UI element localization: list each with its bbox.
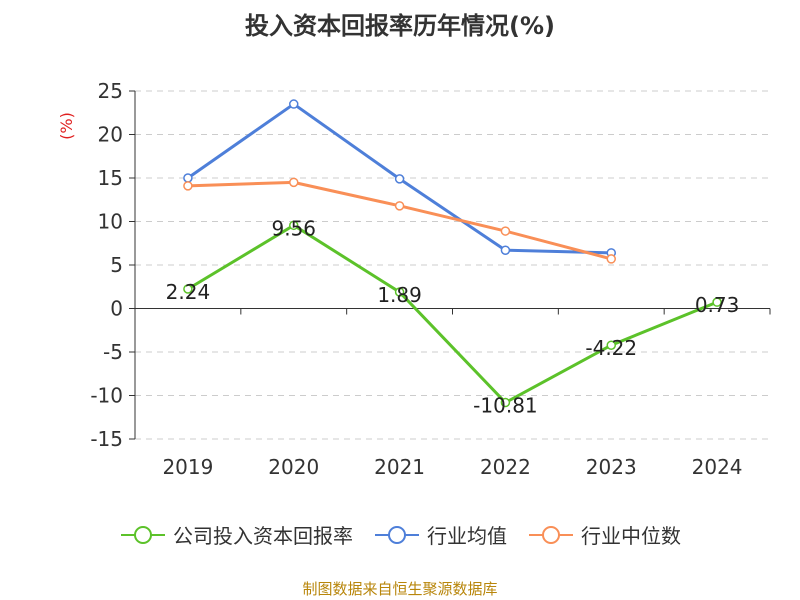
y-tick-label: 15 [98, 166, 123, 190]
grid-lines [135, 90, 770, 440]
axes: 25 20 15 10 5 0 -5 -10 -15 2019 2020 2021 2022 2023 20… [90, 79, 771, 479]
data-point [289, 177, 299, 188]
data-label: -10.81 [473, 394, 537, 418]
series-0 [183, 220, 722, 408]
data-label: 9.56 [271, 216, 316, 240]
data-point [500, 397, 511, 408]
y-tick-label: -5 [103, 340, 123, 364]
chart-title: 投入资本回报率历年情况(%) [245, 12, 555, 40]
series-2 [183, 177, 616, 264]
data-label: 1.89 [377, 283, 422, 307]
data-point [183, 181, 193, 191]
data-point [183, 173, 193, 183]
y-tick-label: 10 [98, 210, 123, 234]
x-tick-label: 2022 [480, 455, 531, 479]
data-point [500, 245, 511, 255]
source-note: 制图数据来自恒生聚源数据库 [302, 580, 498, 598]
x-tick-label: 2019 [162, 455, 213, 479]
x-tick-label: 2021 [374, 455, 425, 479]
y-tick-label: 5 [110, 253, 123, 277]
series-lines [183, 99, 722, 408]
y-axis-label: (%) [57, 112, 76, 140]
legend-label-industry-mean: 行业均值 [427, 524, 507, 548]
x-tick-label: 2023 [586, 455, 637, 479]
data-point [394, 201, 405, 211]
data-point [500, 226, 511, 236]
data-point [183, 284, 193, 294]
y-tick-label: 25 [98, 79, 123, 103]
legend-marker-company [121, 525, 165, 544]
x-tick-label: 2024 [692, 455, 743, 479]
y-tick-label: -10 [90, 384, 123, 408]
data-point [394, 287, 405, 297]
data-label: 2.24 [166, 280, 211, 304]
series-line [187, 223, 718, 405]
data-point [394, 174, 405, 184]
data-labels: 2.24 9.56 1.89 -10.81 -4.22 0.73 [166, 216, 740, 417]
series-1 [183, 99, 616, 258]
data-point [606, 254, 616, 264]
series-line [187, 180, 612, 261]
data-label: -4.22 [585, 336, 637, 360]
legend-item-industry-mean[interactable]: 行业均值 [373, 520, 507, 549]
data-point [289, 220, 299, 231]
legend-label-company: 公司投入资本回报率 [173, 524, 353, 548]
x-tick-label: 2020 [268, 455, 319, 479]
y-tick-label: 20 [98, 123, 123, 147]
legend-item-company[interactable]: 公司投入资本回报率 [119, 520, 353, 549]
legend-marker-industry-mean [375, 525, 419, 544]
data-point [606, 340, 616, 350]
legend: 公司投入资本回报率 行业均值 行业中位数 [0, 520, 800, 549]
y-tick-label: -15 [90, 427, 123, 451]
legend-item-industry-median[interactable]: 行业中位数 [527, 520, 681, 549]
data-point [712, 297, 722, 307]
legend-label-industry-median: 行业中位数 [581, 524, 681, 548]
data-label: 0.73 [695, 293, 740, 317]
legend-marker-industry-median [529, 525, 573, 544]
y-tick-label: 0 [110, 297, 123, 321]
data-point [289, 99, 299, 109]
